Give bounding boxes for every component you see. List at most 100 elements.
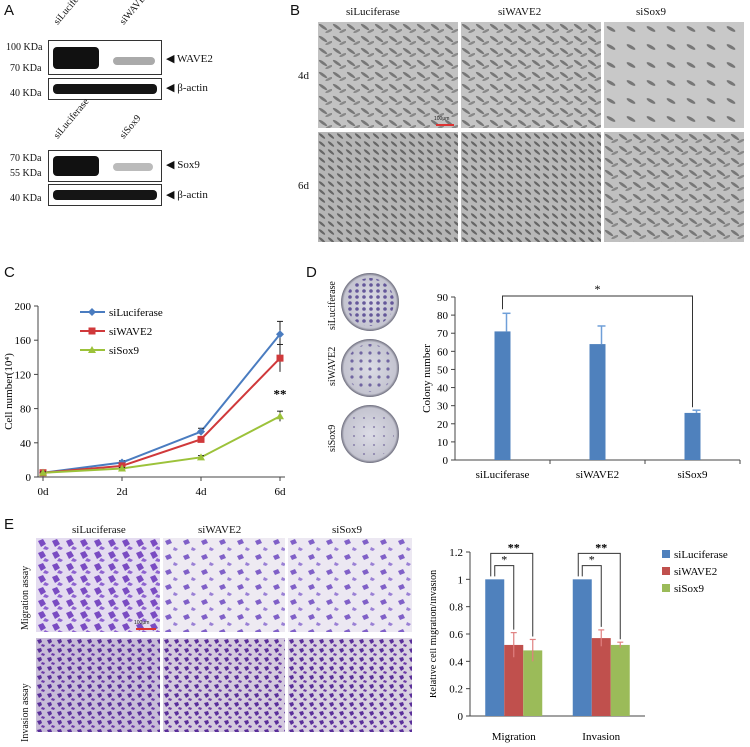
d-x-tick-label: siSox9 [678, 469, 708, 481]
colony-dishes [341, 273, 399, 463]
b-col-siwave2: siWAVE2 [498, 6, 542, 18]
e-x-tick-label: Invasion [582, 731, 620, 743]
d-bar [589, 344, 606, 460]
c-data-point [197, 453, 205, 461]
stain-siwave2-invasion [163, 638, 285, 732]
panel-label-d: D [306, 264, 317, 281]
e-significance-mark: ** [595, 540, 607, 554]
e-legend-swatch [662, 567, 670, 575]
e-bar [504, 644, 524, 716]
e-y-tick-label: 0.6 [449, 629, 463, 641]
e-y-tick-label: 0.2 [449, 684, 463, 696]
sox9-blot [48, 150, 162, 182]
c-data-point [118, 464, 126, 472]
b-col-siluciferase: siLuciferase [346, 6, 400, 18]
c-significance-mark: ** [274, 386, 287, 401]
lane-label-siluciferase: siLuciferase [51, 0, 92, 27]
e-legend-label: siSox9 [674, 583, 704, 595]
d-y-tick-label: 90 [437, 292, 449, 304]
c-y-tick-label: 200 [15, 301, 32, 313]
dish-label-siwave2: siWAVE2 [327, 346, 338, 386]
e-bar [572, 579, 592, 716]
cells-pattern-5 [461, 132, 601, 242]
b-row-4d: 4d [298, 70, 309, 82]
actin-target-text-1: β-actin [177, 82, 208, 94]
e-y-tick-label: 1 [458, 574, 464, 586]
d-x-tick-label: siLuciferase [476, 469, 530, 481]
stain-svg-4 [36, 638, 160, 732]
e-row-migration: Migration assay [20, 565, 31, 630]
e-significance-bracket [577, 552, 621, 640]
e-legend-label: siLuciferase [674, 549, 728, 561]
d-y-tick-label: 20 [437, 419, 449, 431]
actin-blot-1 [48, 78, 162, 100]
marker-40kda: 40 KDa [10, 88, 42, 99]
actin-target-label-1: ◀ β-actin [166, 82, 208, 94]
d-y-tick-label: 0 [443, 455, 449, 467]
d-y-tick-label: 60 [437, 346, 449, 358]
sox9-target-text: Sox9 [177, 159, 200, 171]
micrograph-siwave2-4d [461, 22, 601, 128]
d-bar [684, 412, 701, 460]
cells-pattern-2 [461, 22, 601, 128]
wave2-blot [48, 40, 162, 75]
c-series-line [42, 333, 281, 474]
sox9-target-label: ◀ Sox9 [166, 159, 200, 171]
d-y-tick-label: 70 [437, 328, 449, 340]
e-y-axis-title: Relative cell migration/invasion [430, 570, 439, 698]
cells-pattern-1 [318, 22, 458, 128]
c-legend-marker [88, 327, 96, 335]
panel-label-c: C [4, 264, 15, 281]
stain-sisox9-invasion [288, 638, 412, 732]
cells-pattern-3 [604, 22, 744, 128]
c-legend-label: siWAVE2 [109, 326, 152, 338]
e-significance-bracket [494, 565, 515, 630]
c-y-tick-label: 80 [20, 404, 32, 416]
marker-70kda-2: 70 KDa [10, 153, 42, 164]
panel-label-e: E [4, 516, 15, 533]
e-col-siluciferase: siLuciferase [72, 524, 126, 536]
d-significance-mark: * [595, 282, 601, 296]
e-bar [523, 650, 543, 716]
c-legend-label: siLuciferase [109, 307, 163, 319]
c-data-point [197, 435, 205, 443]
e-legend-swatch [662, 584, 670, 592]
stain-svg-3 [288, 538, 412, 632]
e-y-tick-label: 0.8 [449, 602, 463, 614]
c-x-tick-label: 0d [38, 486, 50, 498]
e-bar [610, 644, 630, 716]
d-y-tick-label: 80 [437, 310, 449, 322]
dish-label-sisox9: siSox9 [327, 424, 338, 452]
lane-label-siwave2: siWAVE2 [117, 0, 152, 28]
d-y-tick-label: 30 [437, 401, 449, 413]
stain-svg-6 [288, 638, 412, 732]
micrograph-siluciferase-4d [318, 22, 458, 128]
d-bar [494, 331, 511, 460]
c-y-tick-label: 120 [15, 369, 32, 381]
e-significance-mark: ** [508, 540, 520, 554]
b-col-sisox9: siSox9 [636, 6, 666, 18]
e-significance-bracket [490, 552, 534, 637]
stain-sisox9-migration [288, 538, 412, 632]
lane-label-siluciferase-2: siLuciferase [51, 96, 92, 141]
c-y-axis-title: Cell number(10⁴) [3, 353, 15, 430]
c-x-tick-label: 4d [196, 486, 208, 498]
e-significance-mark: * [589, 553, 595, 567]
e-y-tick-label: 0.4 [449, 656, 463, 668]
b-row-6d: 6d [298, 180, 309, 192]
cells-pattern-4 [318, 132, 458, 242]
actin-target-label-2: ◀ β-actin [166, 189, 208, 201]
lane-label-sisox9: siSox9 [117, 113, 144, 141]
cells-pattern-6 [604, 132, 744, 242]
c-data-point [197, 427, 205, 436]
d-y-tick-label: 40 [437, 383, 449, 395]
d-y-axis-title: Colony number [421, 344, 433, 413]
c-series-line [42, 415, 281, 474]
growth-line-chart: 0 40 80 120 160 200 0d 2d 4d 6d Cell number(10⁴) **… [3, 301, 287, 498]
marker-40kda-2: 40 KDa [10, 193, 42, 204]
b-scale-bar [436, 124, 454, 126]
wave2-target-label: ◀ WAVE2 [166, 53, 213, 65]
micrograph-sisox9-4d [604, 22, 744, 128]
stain-siluciferase-invasion [36, 638, 160, 732]
e-scale-text: 100μm [134, 620, 150, 626]
